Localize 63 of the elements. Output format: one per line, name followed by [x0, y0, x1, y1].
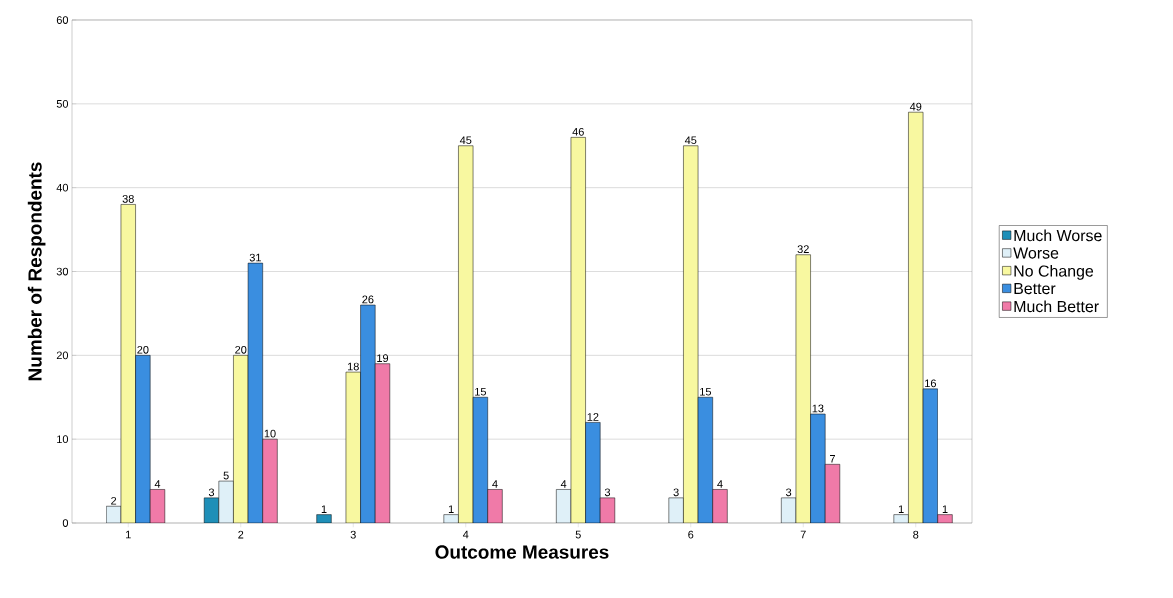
data-label: 1: [321, 505, 327, 513]
data-label: 38: [122, 194, 134, 203]
data-label: 1: [448, 505, 454, 513]
data-label: 45: [684, 136, 697, 145]
legend-label: Much Better: [1014, 300, 1099, 313]
x-tick-label: 8: [913, 530, 919, 539]
data-label: 26: [362, 295, 374, 304]
y-tick-label: 50: [56, 99, 69, 108]
x-tick-label: 2: [238, 530, 244, 539]
bar: [262, 438, 278, 523]
y-tick-label: 20: [56, 351, 69, 360]
data-label: 20: [137, 345, 149, 354]
legend-label: Much Worse: [1014, 229, 1102, 242]
x-tick-label: 3: [350, 530, 356, 539]
data-label: 15: [475, 387, 486, 396]
data-label: 3: [673, 488, 679, 497]
bar: [712, 489, 728, 523]
data-label: 5: [223, 471, 229, 480]
x-tick-label: 5: [575, 530, 581, 539]
legend-label: No Change: [1014, 264, 1094, 280]
data-label: 4: [717, 480, 723, 488]
data-label: 4: [154, 480, 161, 488]
data-label: 46: [572, 127, 584, 136]
y-tick-label: 30: [56, 267, 69, 276]
data-label: 3: [786, 488, 792, 497]
data-label: 20: [235, 345, 247, 354]
y-tick-label: 0: [62, 519, 69, 527]
data-label: 15: [700, 387, 711, 396]
bar: [585, 422, 601, 523]
y-axis-title: Number of Respondents: [27, 162, 46, 381]
data-label: 4: [560, 480, 567, 488]
data-label: 18: [347, 362, 359, 371]
data-label: 2: [111, 496, 117, 505]
data-label: 16: [925, 379, 936, 388]
data-label: 4: [492, 480, 498, 488]
data-label: 3: [208, 488, 215, 497]
legend-label: Better: [1014, 283, 1056, 295]
x-axis-title: Outcome Measures: [435, 545, 609, 559]
data-label: 12: [587, 413, 599, 421]
data-label: 7: [830, 455, 835, 463]
x-tick-label: 7: [800, 530, 806, 539]
data-label: 31: [249, 253, 261, 262]
data-label: 32: [797, 245, 809, 254]
data-label: 10: [264, 429, 276, 438]
y-tick-label: 40: [56, 183, 69, 192]
bar: [360, 304, 376, 523]
y-tick-label: 60: [56, 16, 69, 24]
data-label: 49: [909, 102, 922, 111]
x-tick-label: 4: [462, 530, 469, 539]
x-tick-label: 1: [126, 530, 131, 539]
x-tick-label: 6: [688, 530, 694, 539]
data-label: 45: [459, 136, 472, 145]
legend-label: Worse: [1013, 247, 1059, 259]
bar: [218, 480, 234, 523]
bar: [487, 489, 503, 523]
data-label: 3: [604, 488, 611, 497]
bar: [810, 413, 826, 523]
y-tick-label: 10: [57, 435, 69, 444]
bar: [135, 355, 151, 523]
data-label: 1: [898, 505, 904, 513]
data-label: 1: [942, 505, 948, 513]
data-label: 13: [812, 404, 824, 413]
data-label: 19: [377, 354, 389, 363]
